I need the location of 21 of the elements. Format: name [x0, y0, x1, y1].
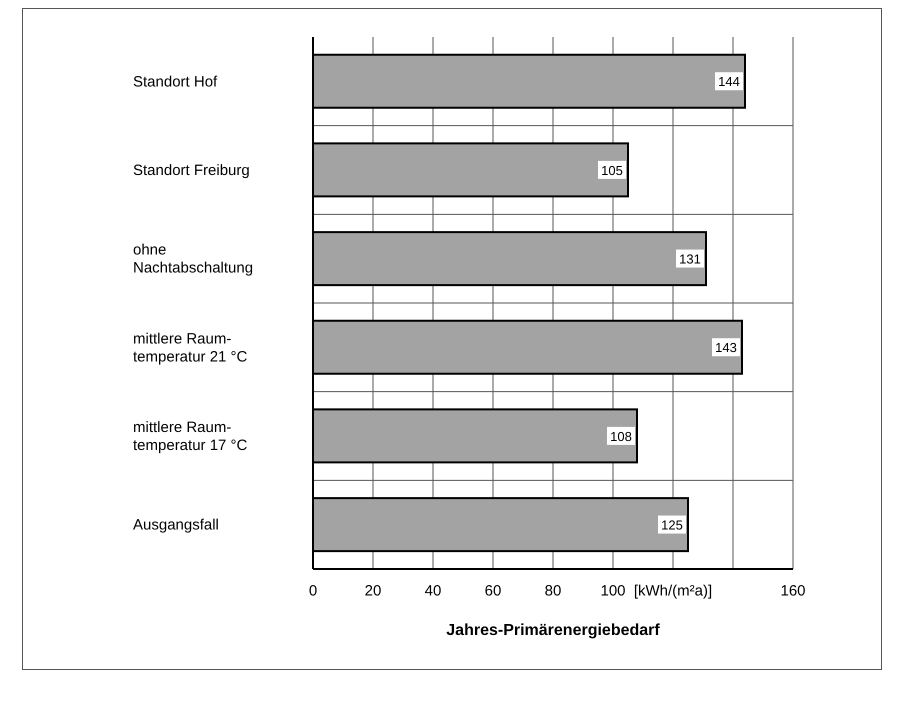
- data-label: 125: [661, 518, 683, 533]
- y-tick-label: Ausgangsfall: [133, 516, 219, 534]
- x-tick-label: 60: [484, 582, 502, 600]
- x-tick-label: 40: [424, 582, 442, 600]
- x-tick-label: 20: [364, 582, 382, 600]
- y-tick-label: ohne Nachtabschaltung: [133, 242, 254, 277]
- x-tick-label: 0: [308, 582, 318, 600]
- y-tick-label: mittlere Raum- temperatur 21 °C: [133, 330, 248, 366]
- data-label: 105: [601, 162, 623, 178]
- y-tick-label: Standort Freiburg: [133, 162, 250, 179]
- data-label: 144: [718, 74, 740, 90]
- y-tick-label: mittlere Raum- temperatur 17 °C: [133, 419, 248, 454]
- x-tick-label: 100: [600, 582, 626, 600]
- data-label: 108: [610, 428, 632, 444]
- y-tick-label: Standort Hof: [133, 73, 218, 90]
- data-label: 131: [679, 252, 701, 267]
- x-tick-label: 160: [780, 582, 806, 600]
- x-axis-title: Jahres-Primärenergiebedarf: [446, 622, 660, 639]
- data-label: 143: [715, 340, 737, 356]
- x-tick-label: [kWh/(m²a)]: [634, 582, 712, 600]
- x-tick-label: 80: [544, 582, 562, 600]
